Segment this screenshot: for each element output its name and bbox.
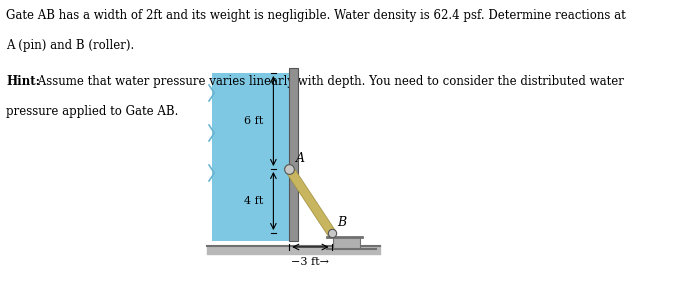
Text: 6 ft: 6 ft xyxy=(244,116,264,126)
Text: B: B xyxy=(337,216,346,229)
Polygon shape xyxy=(211,73,289,241)
Text: Hint:: Hint: xyxy=(6,75,40,88)
Text: 4 ft: 4 ft xyxy=(244,196,264,206)
Bar xyxy=(289,68,298,241)
Text: A (pin) and B (roller).: A (pin) and B (roller). xyxy=(6,39,134,52)
Text: A: A xyxy=(296,152,305,165)
Text: pressure applied to Gate AB.: pressure applied to Gate AB. xyxy=(6,105,178,118)
Text: Assume that water pressure varies linearly with depth. You need to consider the : Assume that water pressure varies linear… xyxy=(34,75,624,88)
Bar xyxy=(333,237,360,249)
Text: Gate AB has a width of 2ft and its weight is negligible. Water density is 62.4 p: Gate AB has a width of 2ft and its weigh… xyxy=(6,9,626,22)
Text: −3 ft→: −3 ft→ xyxy=(291,257,330,267)
